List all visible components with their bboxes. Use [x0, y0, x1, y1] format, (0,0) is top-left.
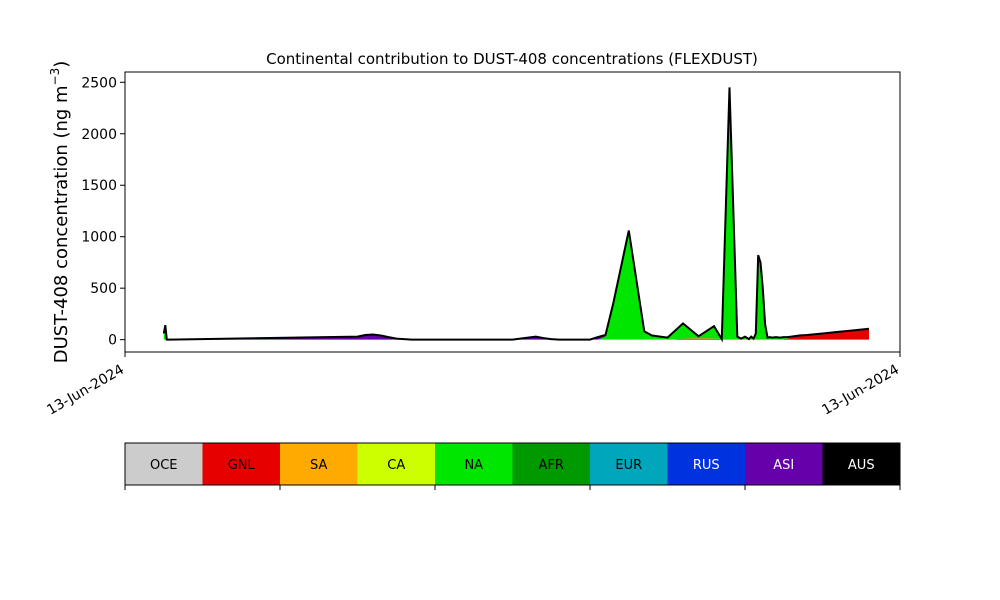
x-tick-label: 13-Jun-2024 — [819, 362, 902, 419]
y-axis-label-close: ) — [51, 61, 72, 68]
colorbar-frame — [124, 442, 901, 486]
area-gnl — [163, 328, 870, 340]
legend-swatch-aus — [822, 443, 900, 485]
legend-label-gnl: GNL — [228, 458, 256, 473]
legend-label-na: NA — [464, 458, 483, 473]
total-concentration-line — [162, 87, 870, 343]
legend-swatch-gnl — [202, 443, 280, 485]
y-tick-label: 2500 — [81, 75, 117, 91]
x-axis-ticks: 13-Jun-2024 13-Jun-2024 — [44, 352, 902, 419]
legend-label-oce: OCE — [150, 458, 178, 473]
area-na — [163, 102, 870, 340]
y-tick-label: 1500 — [81, 178, 117, 194]
legend-swatch-ca — [357, 443, 435, 485]
y-axis-label-superscript: −3 — [48, 68, 62, 86]
legend-swatch-oce — [125, 443, 203, 485]
y-tick-label: 1000 — [81, 230, 117, 246]
legend-label-eur: EUR — [615, 458, 642, 473]
legend-swatch-eur — [590, 443, 668, 485]
plot-areas — [163, 87, 870, 340]
legend-label-rus: RUS — [693, 458, 720, 473]
x-tick-label: 13-Jun-2024 — [44, 362, 127, 419]
plot-frame — [124, 71, 901, 353]
legend-label-sa: SA — [310, 458, 327, 473]
y-axis-ticks: 0 500 1000 1500 2000 2500 — [81, 75, 125, 349]
legend-swatch-asi — [745, 443, 823, 485]
y-tick-label: 500 — [90, 281, 117, 297]
chart-title: Continental contribution to DUST-408 con… — [266, 50, 758, 68]
legend-swatch-afr — [512, 443, 590, 485]
legend-label-afr: AFR — [539, 458, 564, 473]
y-axis-label: DUST-408 concentration (ng m−3) — [48, 61, 72, 364]
y-tick-label: 0 — [108, 333, 117, 349]
y-axis-label-main: DUST-408 concentration (ng m — [51, 85, 72, 363]
legend-label-asi: ASI — [773, 458, 794, 473]
region-colorbar: OCE GNL SA CA NA AFR EUR RUS ASI AUS — [124, 442, 901, 490]
legend-swatch-na — [435, 443, 513, 485]
y-tick-label: 2000 — [81, 127, 117, 143]
legend-label-aus: AUS — [848, 458, 875, 473]
legend-swatch-rus — [667, 443, 745, 485]
legend-swatch-sa — [280, 443, 358, 485]
legend-label-ca: CA — [387, 458, 405, 473]
